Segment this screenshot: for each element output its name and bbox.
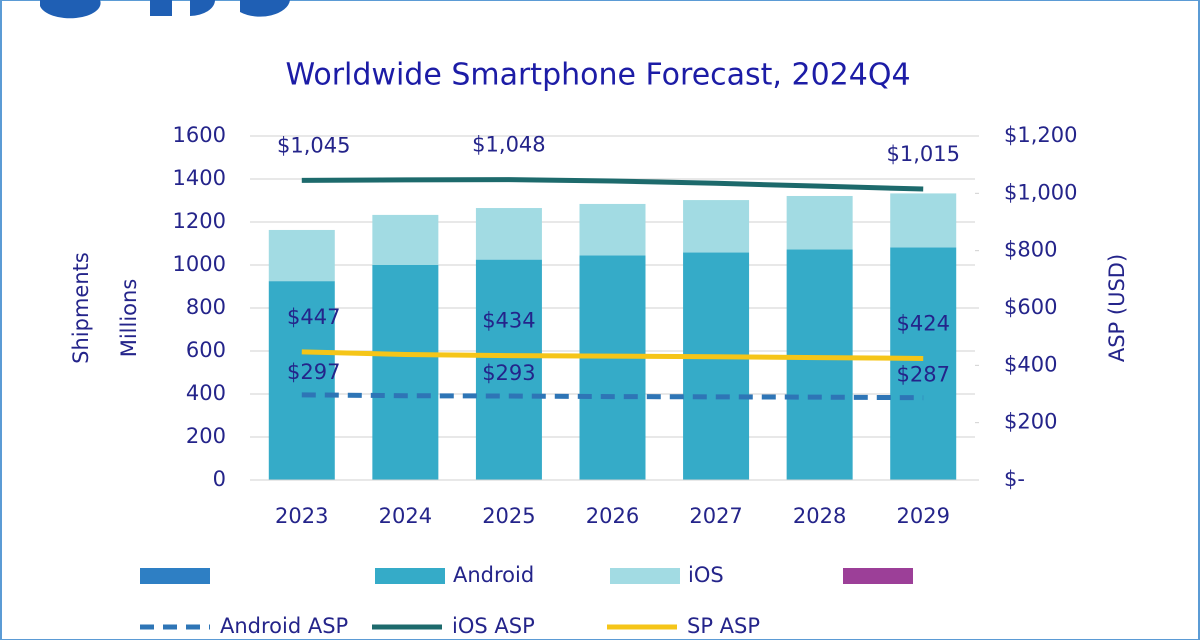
y2-tick-label: $1,200: [1004, 123, 1077, 147]
y-tick-label: 0: [213, 467, 226, 491]
legend-swatch: [140, 568, 210, 584]
bar: [579, 203, 646, 256]
legend-label: iOS: [688, 563, 724, 587]
y-axis-label: Shipments: [69, 252, 93, 364]
y-tick-label: 200: [186, 424, 226, 448]
y2-tick-label: $200: [1004, 410, 1057, 434]
data-label: $287: [896, 363, 949, 387]
x-tick-label: 2027: [689, 504, 742, 528]
y2-tick-label: $600: [1004, 295, 1057, 319]
data-label: $297: [287, 360, 340, 384]
data-label: $1,048: [472, 133, 545, 157]
x-tick-label: 2023: [275, 504, 328, 528]
legend-swatch: [843, 568, 913, 584]
line: [301, 392, 924, 401]
bar: [683, 252, 750, 480]
data-label: $293: [482, 361, 535, 385]
y-tick-label: 600: [186, 338, 226, 362]
legend-swatch: [375, 568, 445, 584]
x-tick-label: 2025: [482, 504, 535, 528]
x-tick-label: 2029: [896, 504, 949, 528]
line: [301, 349, 924, 361]
data-label: $1,045: [277, 133, 350, 157]
x-tick-label: 2024: [379, 504, 432, 528]
bar: [890, 247, 957, 480]
y-axis-label: Millions: [117, 279, 141, 358]
bar: [890, 193, 957, 248]
legend-label: iOS ASP: [452, 614, 535, 638]
y2-axis-label: ASP (USD): [1105, 254, 1129, 362]
bar: [579, 255, 646, 480]
bar: [786, 249, 853, 480]
line: [301, 177, 924, 192]
data-label: $1,015: [886, 142, 959, 166]
data-label: $434: [482, 309, 535, 333]
bar: [268, 281, 335, 480]
bar: [372, 214, 439, 265]
bar: [268, 229, 335, 282]
bar: [786, 195, 853, 250]
data-label: $424: [896, 311, 949, 335]
y2-tick-label: $400: [1004, 352, 1057, 376]
y2-tick-label: $1,000: [1004, 180, 1077, 204]
bar: [475, 208, 542, 260]
bar: [475, 259, 542, 480]
legend-swatch: [610, 568, 680, 584]
y-tick-label: 1400: [173, 166, 226, 190]
legend-label: Android: [453, 563, 534, 587]
data-label: $447: [287, 305, 340, 329]
legend-label: SP ASP: [687, 614, 760, 638]
legend-label: Android ASP: [220, 614, 348, 638]
chart-title: Worldwide Smartphone Forecast, 2024Q4: [285, 58, 910, 93]
y-tick-label: 400: [186, 381, 226, 405]
y-tick-label: 800: [186, 295, 226, 319]
x-tick-label: 2026: [586, 504, 639, 528]
y-tick-label: 1200: [173, 209, 226, 233]
x-tick-label: 2028: [793, 504, 846, 528]
bar: [683, 200, 750, 253]
y-tick-label: 1600: [173, 123, 226, 147]
y-tick-label: 1000: [173, 252, 226, 276]
y2-tick-label: $-: [1004, 467, 1025, 491]
bar: [372, 265, 439, 480]
y2-tick-label: $800: [1004, 238, 1057, 262]
logo: [40, 0, 290, 19]
